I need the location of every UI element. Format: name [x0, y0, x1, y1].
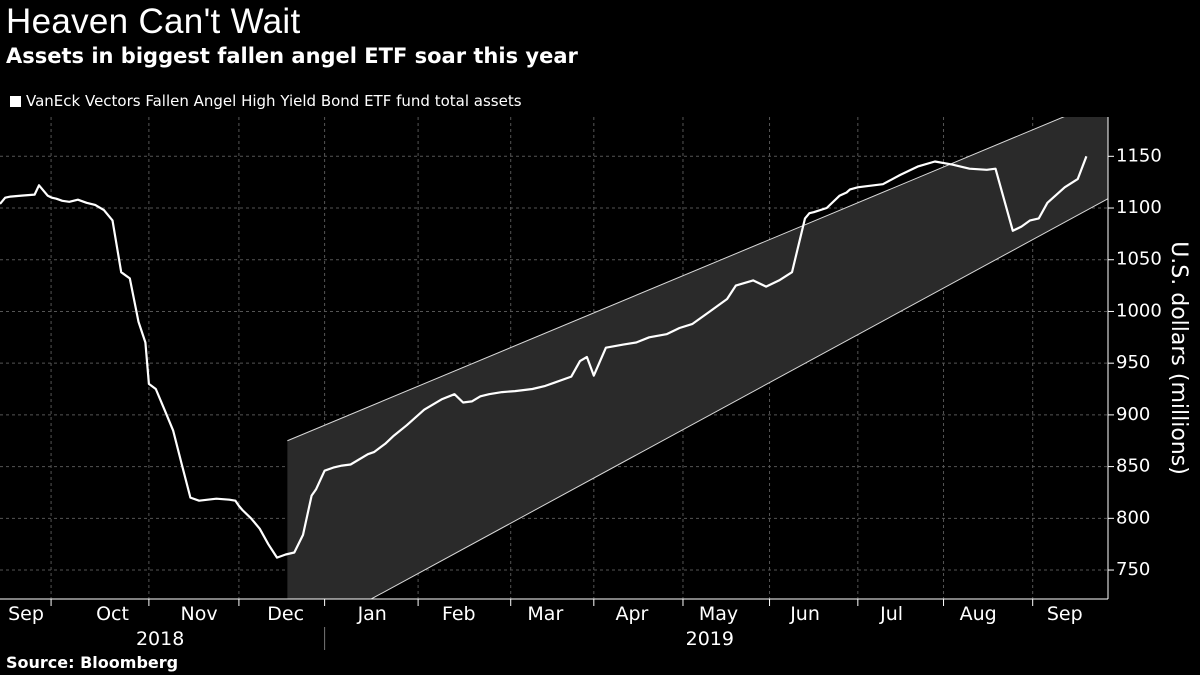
y-tick-label: 750: [1116, 559, 1150, 580]
x-tick-label: Feb: [442, 603, 476, 625]
x-tick-label: Dec: [267, 603, 304, 625]
y-tick-label: 850: [1116, 456, 1150, 477]
channel-upper-line: [287, 117, 1065, 442]
y-tick-label: 1050: [1116, 249, 1162, 270]
legend-label: VanEck Vectors Fallen Angel High Yield B…: [26, 92, 522, 110]
series-line: [0, 155, 1088, 559]
x-tick-label: Sep: [1047, 603, 1083, 625]
x-tick-label: Jan: [357, 603, 387, 625]
x-tick-label: Apr: [615, 603, 648, 625]
channel-lower-line: [370, 198, 1108, 599]
y-tick-label: 1100: [1116, 197, 1162, 218]
x-tick-label: Mar: [527, 603, 563, 625]
y-axis-label: U.S. dollars (millions): [1166, 241, 1191, 475]
x-tick-label: May: [699, 603, 738, 625]
trend-channel: [287, 117, 1108, 599]
y-tick-label: 900: [1116, 404, 1150, 425]
year-label: 2019: [686, 628, 734, 650]
source-note: Source: Bloomberg: [6, 653, 179, 672]
x-tick-label: Jul: [879, 603, 903, 625]
legend-swatch: [10, 95, 21, 107]
chart-title: Heaven Can't Wait: [6, 2, 301, 41]
chart-subtitle: Assets in biggest fallen angel ETF soar …: [6, 44, 578, 68]
y-tick-label: 1000: [1116, 300, 1162, 321]
year-label: 2018: [136, 628, 184, 650]
legend: VanEck Vectors Fallen Angel High Yield B…: [10, 92, 522, 110]
x-tick-label: Jun: [789, 603, 820, 625]
x-tick-label: Sep: [8, 603, 44, 625]
y-tick-label: 1150: [1116, 145, 1162, 166]
x-tick-label: Oct: [96, 603, 129, 625]
y-tick-label: 800: [1116, 507, 1150, 528]
x-tick-label: Aug: [960, 603, 997, 625]
y-tick-label: 950: [1116, 352, 1150, 373]
x-tick-label: Nov: [181, 603, 218, 625]
